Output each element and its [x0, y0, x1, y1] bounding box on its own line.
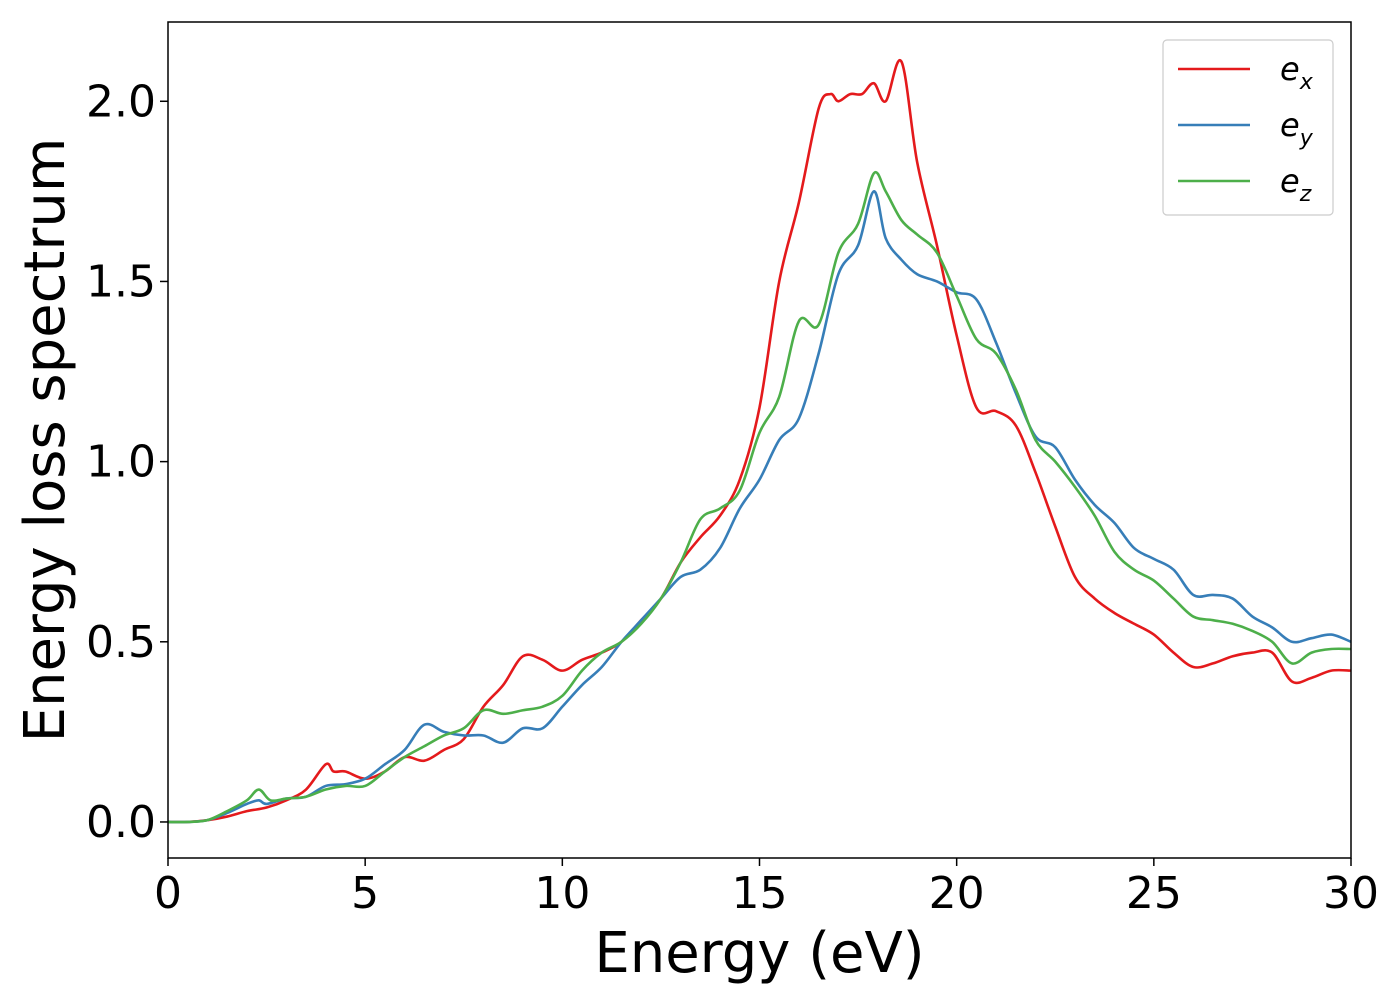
x-tick-label: 20	[929, 868, 985, 919]
y-axis-title: Energy loss spectrum	[13, 138, 78, 743]
x-tick-label: 5	[351, 868, 379, 919]
y-tick-label: 1.0	[86, 437, 156, 488]
x-tick-label: 0	[154, 868, 182, 919]
series-lines	[168, 58, 1351, 824]
x-tick-label: 15	[732, 868, 788, 919]
y-tick-label: 1.5	[86, 256, 156, 307]
y-tick-label: 0.0	[86, 797, 156, 848]
x-axis: 0 5 10 15 20 25 30	[154, 858, 1379, 919]
y-tick-label: 0.5	[86, 617, 156, 668]
y-tick-label: 2.0	[86, 76, 156, 127]
series-line-z	[168, 170, 1351, 824]
legend-label-z: ez	[1280, 162, 1312, 207]
y-axis: 0.0 0.5 1.0 1.5 2.0	[86, 76, 168, 848]
x-tick-label: 10	[534, 868, 590, 919]
x-axis-title: Energy (eV)	[594, 921, 924, 986]
series-line-y	[168, 190, 1351, 824]
legend-label-x: ex	[1280, 50, 1314, 95]
x-tick-label: 25	[1126, 868, 1182, 919]
legend-box	[1162, 39, 1334, 216]
legend-label-y: ey	[1280, 106, 1314, 151]
legend: ex ey ez	[1162, 39, 1334, 216]
x-tick-label: 30	[1323, 868, 1379, 919]
